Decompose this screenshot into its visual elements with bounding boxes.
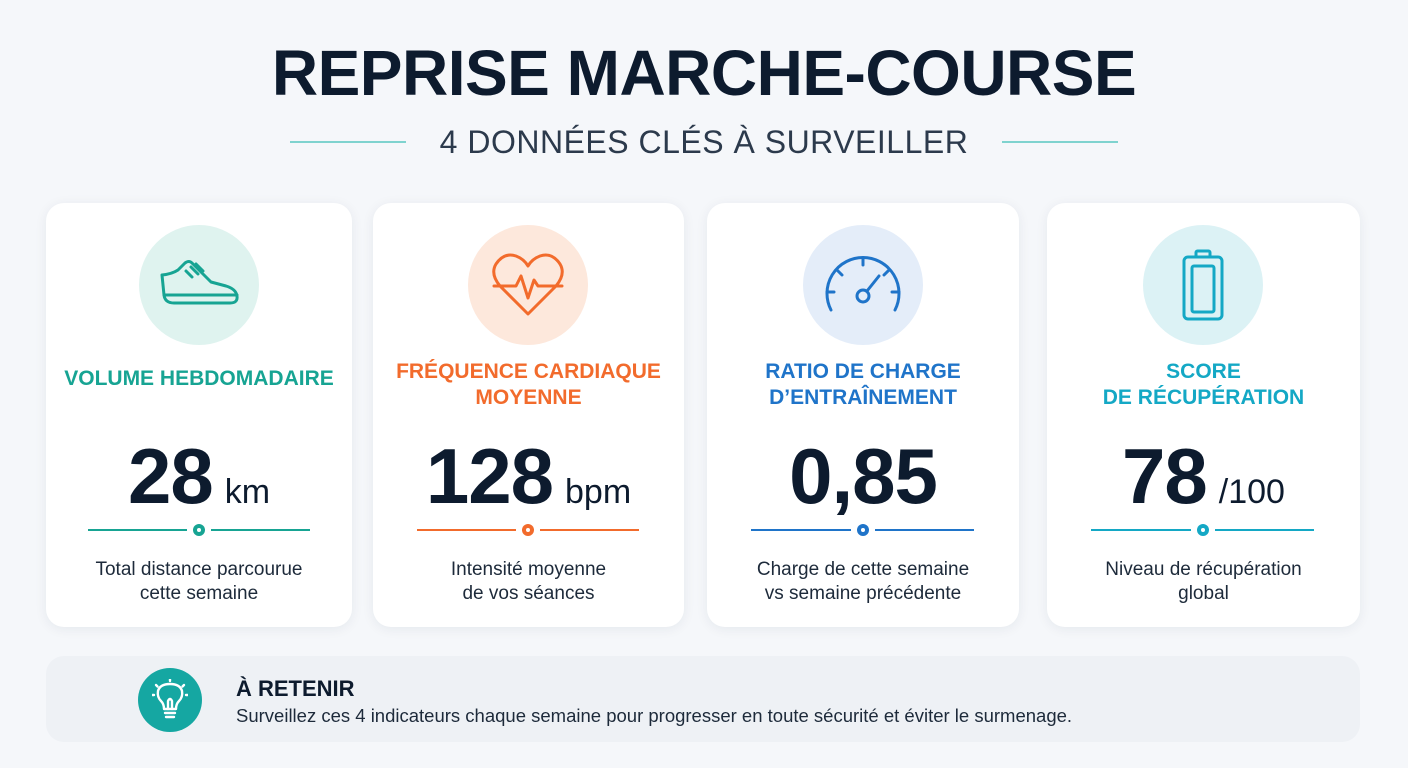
metric-value-row: 78 /100: [1047, 431, 1360, 520]
metric-value-row: 128 bpm: [373, 431, 684, 520]
note-text: Surveillez ces 4 indicateurs chaque sema…: [236, 705, 1073, 726]
metric-divider: [1091, 523, 1314, 537]
gauge-icon: [803, 225, 923, 345]
battery-icon: [1143, 225, 1263, 345]
metric-unit: km: [224, 473, 271, 511]
metric-description: Total distance parcourue cette semaine: [95, 559, 303, 604]
subtitle-row: 4 DONNÉES CLÉS À SURVEILLER: [0, 120, 1408, 164]
page-title: REPRISE MARCHE-COURSE: [271, 37, 1137, 109]
metric-divider: [751, 523, 974, 537]
metric-card-weekly-volume: VOLUME HEBDOMADAIRE 28 km Total distance…: [46, 203, 352, 627]
note-title: À RETENIR: [236, 676, 355, 701]
metric-value-row: 0,85: [707, 431, 1019, 520]
metric-card-recovery-score: SCORE DE RÉCUPÉRATION 78 /100 Niveau de …: [1047, 203, 1360, 627]
metric-label: FRÉQUENCE CARDIAQUE MOYENNE: [396, 360, 661, 409]
metric-unit: /100: [1218, 473, 1285, 511]
metric-label: VOLUME HEBDOMADAIRE: [64, 367, 334, 390]
metric-description: Charge de cette semaine vs semaine précé…: [756, 559, 970, 604]
page-subtitle: 4 DONNÉES CLÉS À SURVEILLER: [439, 123, 969, 160]
metric-value: 28: [127, 432, 214, 520]
key-takeaway-panel: À RETENIR Surveillez ces 4 indicateurs c…: [46, 656, 1360, 742]
metric-value: 0,85: [789, 432, 938, 520]
metric-description: Niveau de récupération global: [1105, 559, 1302, 604]
metric-description: Intensité moyenne de vos séances: [450, 559, 607, 604]
metric-divider: [417, 523, 639, 537]
metric-divider: [88, 523, 310, 537]
metric-label: SCORE DE RÉCUPÉRATION: [1102, 360, 1305, 409]
subtitle-divider-right: [1002, 141, 1119, 143]
metric-value: 128: [425, 432, 554, 520]
metric-card-heart-rate: FRÉQUENCE CARDIAQUE MOYENNE 128 bpm Inte…: [373, 203, 684, 627]
metric-value: 78: [1122, 432, 1208, 520]
metric-card-training-load: RATIO DE CHARGE D’ENTRAÎNEMENT 0,85 Char…: [707, 203, 1019, 627]
metric-value-row: 28 km: [46, 431, 352, 520]
running-shoe-icon: [139, 225, 259, 345]
metric-unit: bpm: [565, 473, 632, 511]
lightbulb-icon: [138, 668, 202, 732]
heart-rate-icon: [468, 225, 588, 345]
metric-label: RATIO DE CHARGE D’ENTRAÎNEMENT: [765, 360, 961, 409]
subtitle-divider-left: [289, 141, 406, 143]
